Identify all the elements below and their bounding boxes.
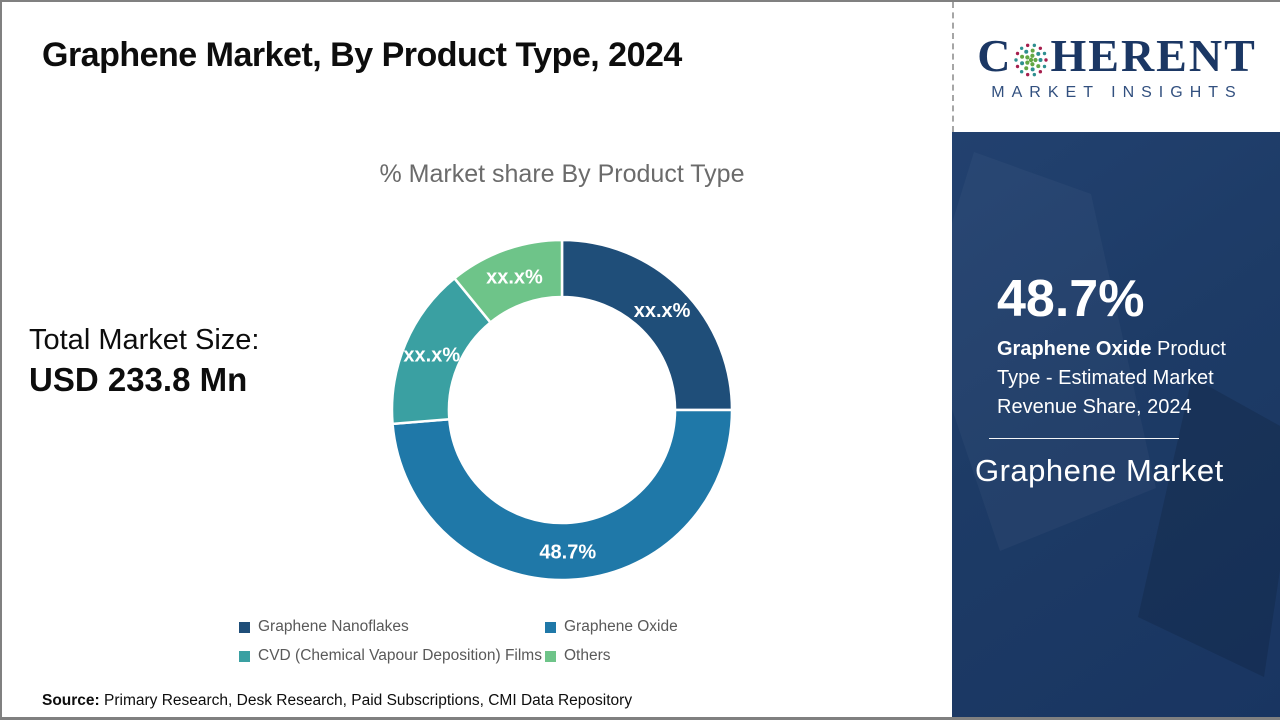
main-content: Graphene Market, By Product Type, 2024 %… — [2, 2, 952, 717]
globe-dot — [1031, 66, 1036, 71]
divider-line — [989, 437, 1179, 439]
page-title: Graphene Market, By Product Type, 2024 — [42, 36, 682, 74]
donut-slice-graphene-nanoflakes — [560, 238, 734, 412]
source-line: Source: Primary Research, Desk Research,… — [42, 692, 632, 710]
slice-label: xx.x% — [486, 267, 543, 289]
globe-dot — [1033, 57, 1039, 62]
globe-dot — [1025, 60, 1030, 65]
globe-dot — [1016, 64, 1020, 68]
legend-item-graphene-nanoflakes: Graphene Nanoflakes — [239, 618, 545, 636]
market-name: Graphene Market — [975, 452, 1224, 488]
slice-label: 48.7% — [539, 541, 596, 563]
brand-logo: C HERENT MARKET INSIGHTS — [952, 2, 1280, 132]
globe-dot — [1026, 43, 1030, 47]
globe-dot — [1024, 65, 1029, 70]
globe-dot — [1014, 57, 1019, 62]
globe-dot — [1043, 64, 1047, 68]
donut-slice-graphene-oxide — [391, 408, 734, 582]
total-market-size-block: Total Market Size: USD 233.8 Mn — [29, 324, 259, 399]
legend-label: CVD (Chemical Vapour Deposition) Films — [258, 647, 542, 664]
globe-dot — [1026, 72, 1030, 76]
legend-label: Others — [564, 647, 611, 664]
globe-dot — [1036, 63, 1041, 68]
globe-dot — [1016, 51, 1020, 55]
highlight-stat-description: Graphene Oxide Product Type - Estimated … — [997, 335, 1240, 422]
legend-item-graphene-oxide: Graphene Oxide — [545, 618, 678, 636]
globe-dot — [1020, 69, 1024, 73]
globe-dot — [1020, 46, 1024, 50]
brand-tagline: MARKET INSIGHTS — [991, 83, 1243, 101]
legend-swatch — [545, 650, 556, 662]
legend-item-cvd-chemical-vapour-deposition-films: CVD (Chemical Vapour Deposition) Films — [239, 647, 545, 665]
globe-dot — [1043, 51, 1047, 55]
highlight-segment-name: Graphene Oxide — [997, 337, 1152, 360]
legend-swatch — [545, 621, 556, 633]
legend-swatch — [239, 621, 250, 633]
legend-label: Graphene Nanoflakes — [258, 618, 409, 635]
globe-dot — [1020, 60, 1025, 65]
brand-wordmark: C HERENT — [977, 29, 1257, 81]
chart-title: % Market share By Product Type — [379, 160, 745, 188]
highlight-stat-suffix: Product Type - Estimated Market Revenue … — [997, 337, 1226, 418]
highlight-panel: 48.7% Graphene Oxide Product Type - Esti… — [952, 132, 1280, 717]
globe-dot — [1039, 69, 1043, 73]
globe-dot — [1024, 49, 1029, 54]
donut-slice-others — [453, 238, 564, 324]
donut-chart: xx.x% 48.7% xx.x% xx.x% — [390, 238, 734, 582]
globe-dot — [1025, 54, 1030, 59]
globe-dot — [1020, 54, 1025, 59]
source-text: Primary Research, Desk Research, Paid Su… — [99, 692, 633, 709]
legend-label: Graphene Oxide — [564, 618, 678, 635]
globe-dot — [1030, 61, 1035, 66]
globe-dot — [1029, 57, 1034, 62]
slice-label: xx.x% — [403, 345, 460, 367]
highlight-stat-value: 48.7% — [997, 270, 1145, 328]
map-decoration — [1138, 377, 1280, 677]
globe-dot — [1044, 57, 1049, 62]
source-label: Source: — [42, 692, 100, 709]
chart-legend: Graphene Nanoflakes Graphene Oxide CVD (Ch… — [239, 618, 678, 665]
brand-letter-c: C — [977, 29, 1013, 81]
globe-dot — [1031, 48, 1036, 53]
globe-dot — [1033, 72, 1037, 76]
globe-dot — [1036, 51, 1041, 56]
total-market-size-value: USD 233.8 Mn — [29, 361, 248, 398]
total-market-size-label: Total Market Size: — [29, 324, 260, 356]
globe-dots-icon — [1014, 43, 1049, 76]
globe-dot — [1030, 53, 1035, 58]
globe-dot — [1038, 57, 1043, 62]
brand-letters-rest: HERENT — [1050, 29, 1257, 81]
slice-label: xx.x% — [634, 300, 691, 322]
sidebar: C HERENT MARKET INSIGHTS 48.7% Graphene … — [952, 2, 1280, 717]
globe-dot — [1039, 46, 1043, 50]
legend-item-others: Others — [545, 647, 678, 665]
legend-swatch — [239, 650, 250, 662]
globe-dot — [1033, 43, 1037, 47]
